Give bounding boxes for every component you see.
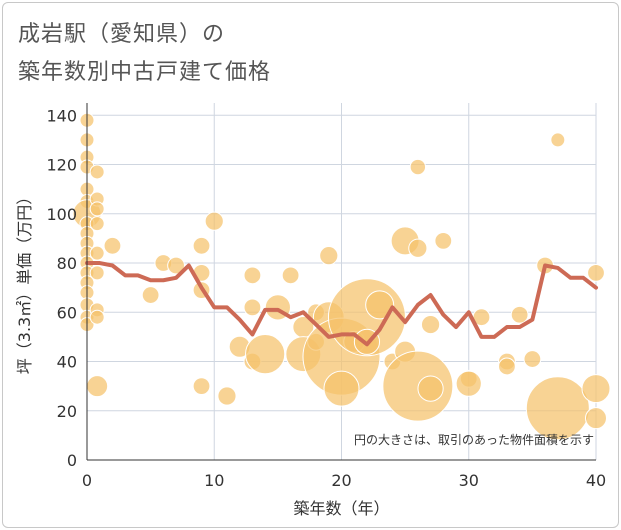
chart-title-line2: 築年数別中古戸建て価格 (18, 60, 272, 85)
data-bubble (217, 386, 237, 406)
data-bubble (408, 238, 428, 258)
data-bubble (86, 375, 109, 398)
data-bubble (581, 374, 611, 404)
y-tick-label: 60 (57, 303, 77, 322)
data-bubble (455, 370, 482, 397)
data-bubble (550, 132, 566, 148)
x-tick-label: 20 (331, 471, 351, 490)
data-bubble (89, 164, 105, 180)
data-bubble (192, 377, 211, 396)
y-tick-label: 80 (57, 254, 77, 273)
y-tick-label: 0 (67, 451, 77, 470)
data-bubble (319, 246, 339, 266)
data-bubble (420, 314, 441, 335)
tick-labels: 0 10 20 30 40 0 20 40 60 80 100 120 140 (46, 106, 606, 490)
x-tick-label: 30 (459, 471, 479, 490)
data-bubble (365, 290, 395, 320)
data-bubble (434, 231, 453, 250)
y-tick-label: 20 (57, 402, 77, 421)
y-tick-label: 40 (57, 353, 77, 372)
x-tick-label: 10 (204, 471, 224, 490)
data-bubble (89, 245, 105, 261)
x-tick-label: 0 (82, 471, 92, 490)
data-bubble (510, 305, 529, 324)
data-bubble (89, 309, 105, 325)
data-bubble (245, 334, 286, 375)
data-bubble (103, 236, 122, 255)
data-bubble (587, 263, 605, 282)
y-tick-label: 140 (46, 106, 77, 125)
x-tick-label: 40 (586, 471, 606, 490)
size-annotation: 円の大きさは、取引のあった物件面積を示す (354, 432, 594, 447)
data-bubble (523, 350, 542, 368)
data-bubble (89, 201, 105, 217)
y-tick-label: 100 (46, 205, 77, 224)
data-bubble (141, 286, 160, 304)
x-axis-label: 築年数（年） (293, 499, 389, 518)
data-bubble (525, 376, 590, 441)
data-bubble (89, 265, 105, 281)
data-bubble (323, 370, 360, 407)
data-bubble (243, 266, 262, 285)
data-bubble (281, 266, 300, 285)
data-bubble (167, 256, 185, 275)
data-bubble (498, 357, 516, 376)
data-bubble (417, 375, 444, 402)
data-bubble (192, 236, 211, 255)
average-line-layer (85, 261, 598, 347)
axes (86, 103, 596, 461)
data-bubble (585, 407, 607, 430)
data-bubble (409, 158, 427, 176)
bubble-layer (72, 112, 611, 441)
data-bubble (204, 211, 224, 231)
data-bubble (243, 298, 262, 317)
average-price-line (85, 261, 598, 347)
chart-title-line1: 成岩駅（愛知県）の (18, 22, 226, 47)
y-axis-label: 坪（3.3㎡）単価（万円） (15, 189, 34, 374)
data-bubble (89, 216, 105, 232)
y-tick-label: 120 (46, 156, 77, 175)
